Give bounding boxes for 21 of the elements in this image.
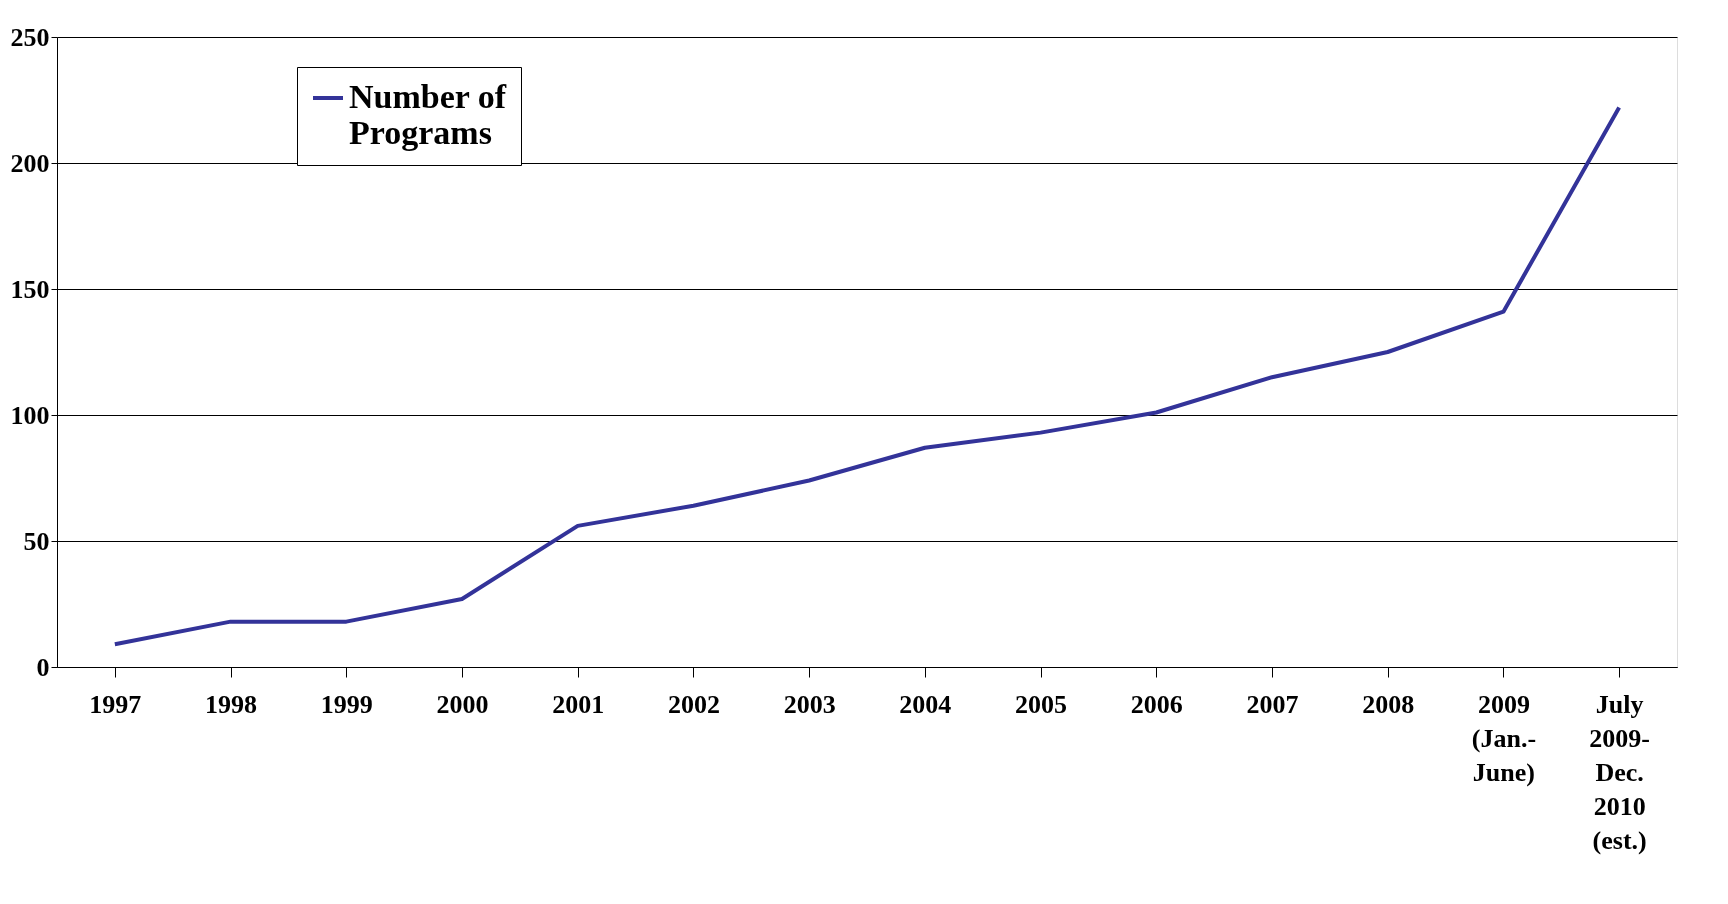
y-tick-label: 250 <box>10 22 50 52</box>
legend-label: Number of Programs <box>349 78 507 151</box>
x-tick-label: 2006 <box>1130 689 1183 719</box>
x-tick-label: 2005 <box>1015 689 1068 719</box>
x-tick-label: 2008 <box>1362 689 1415 719</box>
y-tick-label: 100 <box>10 400 50 430</box>
x-tick-label: 1999 <box>320 689 373 719</box>
x-tick-label: 2009 (Jan.- June) <box>1471 689 1537 787</box>
x-tick-label: 2007 <box>1246 689 1299 719</box>
x-tick-label: 2004 <box>899 689 952 719</box>
y-tick-label: 150 <box>10 274 50 304</box>
x-tick-label: 2003 <box>783 689 836 719</box>
y-tick-label: 200 <box>10 148 50 178</box>
x-tick-label: 2001 <box>552 689 605 719</box>
x-tick-label: 2002 <box>667 689 720 719</box>
y-tick-label: 50 <box>23 526 50 556</box>
x-tick-label: 1998 <box>205 689 258 719</box>
y-tick-label: 0 <box>36 652 50 682</box>
x-tick-label: July 2009- Dec. 2010 (est.) <box>1589 689 1650 855</box>
x-tick-label: 1997 <box>89 689 142 719</box>
x-tick-label: 2000 <box>436 689 489 719</box>
